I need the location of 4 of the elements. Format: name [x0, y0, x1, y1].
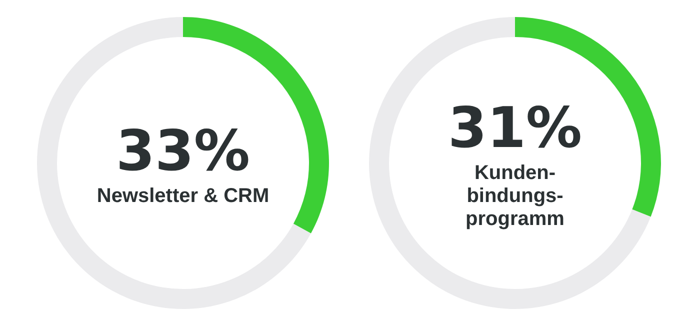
data-label: 31%: [448, 96, 582, 161]
slice-label: Kunden-bindungs-programm: [466, 162, 564, 230]
slice-label: Newsletter & CRM: [96, 185, 270, 207]
data-label: 33%: [116, 119, 250, 184]
